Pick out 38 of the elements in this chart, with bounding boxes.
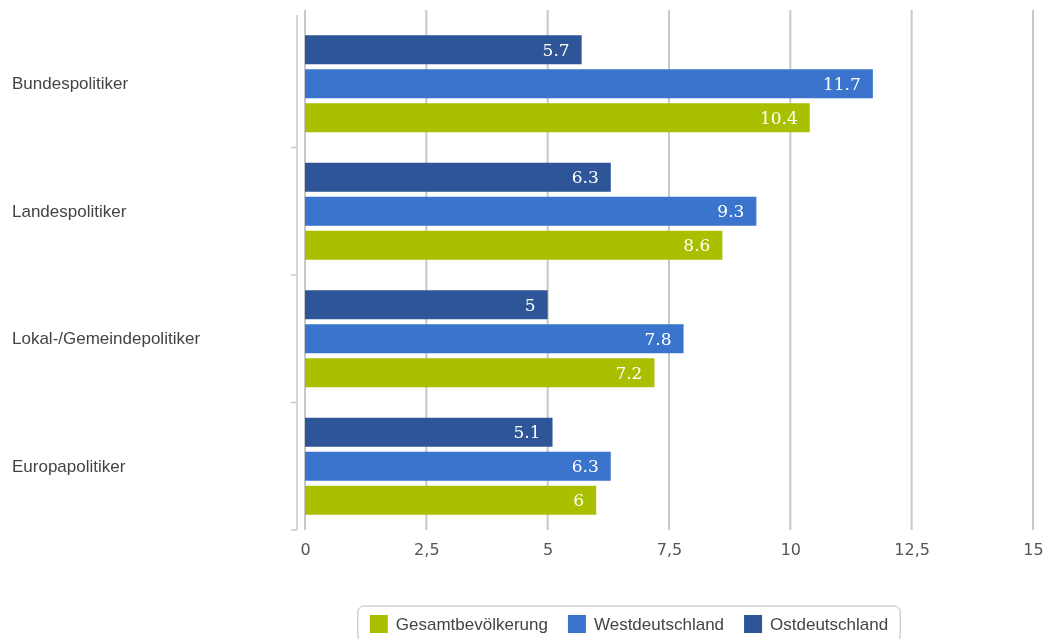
data-label: 10.4 (759, 107, 798, 128)
data-label: 7.2 (615, 362, 643, 383)
y-tick-label: Europapolitiker (12, 456, 126, 476)
x-tick-label: 2,5 (414, 540, 440, 560)
x-tick-label: 10 (780, 540, 802, 560)
legend-label: Westdeutschland (593, 614, 725, 634)
legend-label: Gesamtbevölkerung (395, 614, 548, 634)
x-tick-label: 12,5 (894, 540, 930, 560)
data-label: 11.7 (822, 73, 861, 94)
bar (305, 485, 597, 515)
bar (305, 35, 582, 65)
bar (305, 162, 611, 192)
bar (305, 230, 723, 260)
data-label: 6.3 (571, 456, 599, 477)
x-tick-label: 5 (543, 540, 554, 560)
data-label: 6.3 (571, 167, 599, 188)
data-label: 5.7 (542, 39, 570, 60)
data-label: 6 (573, 490, 585, 511)
data-label: 9.3 (717, 201, 745, 222)
data-label: 8.6 (683, 235, 711, 256)
bar (305, 417, 553, 447)
bar (305, 290, 548, 320)
x-tick-label: 7,5 (656, 540, 683, 560)
bar (305, 103, 810, 133)
bar (305, 358, 655, 388)
bar (305, 451, 611, 481)
bar (305, 324, 684, 354)
y-tick-label: Landespolitiker (12, 201, 127, 221)
data-label: 7.8 (644, 328, 672, 349)
x-tick-label: 0 (300, 540, 311, 560)
y-tick-label: Bundespolitiker (12, 74, 129, 94)
legend-label: Ostdeutschland (770, 614, 889, 634)
data-label: 5 (524, 294, 536, 315)
y-tick-label: Lokal-/Gemeindepolitiker (12, 329, 201, 349)
bar (305, 69, 873, 99)
x-tick-label: 15 (1023, 540, 1044, 560)
data-label: 5.1 (513, 422, 541, 443)
bar (305, 196, 757, 226)
